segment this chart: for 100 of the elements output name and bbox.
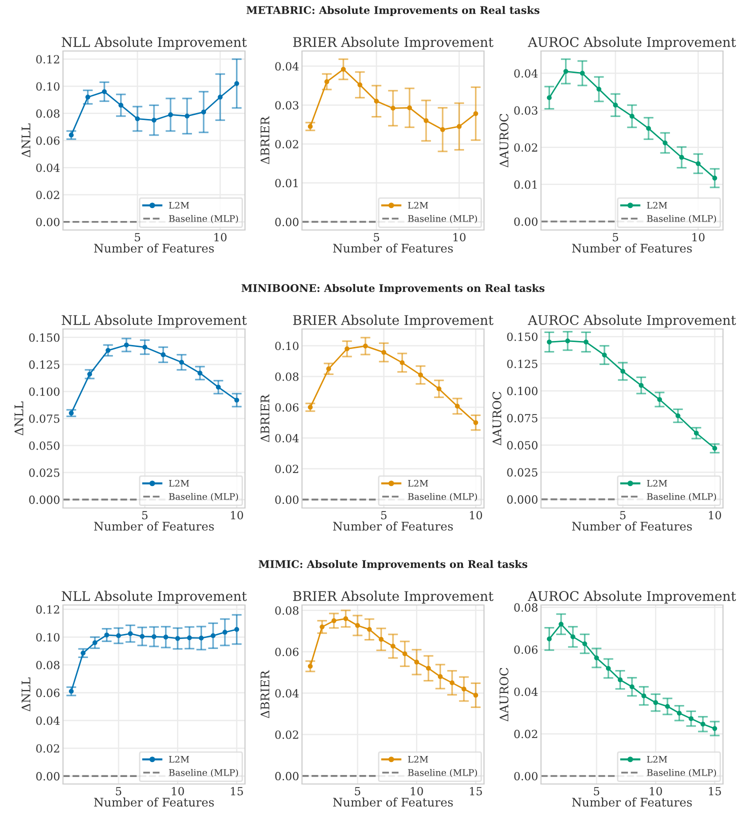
y-tick-label: 0.050 bbox=[507, 441, 538, 450]
point bbox=[696, 161, 701, 166]
x-tick-label: 15 bbox=[470, 786, 482, 796]
x-axis-title: Number of Features bbox=[572, 244, 692, 253]
point bbox=[662, 140, 668, 146]
point bbox=[454, 404, 460, 409]
point bbox=[665, 704, 670, 709]
point bbox=[210, 633, 216, 638]
y-tick-label: 0.01 bbox=[514, 180, 537, 189]
point bbox=[140, 634, 145, 639]
point bbox=[92, 640, 98, 646]
x-axis-title: Number of Features bbox=[572, 522, 692, 531]
y-tick-label: 0.02 bbox=[275, 730, 298, 739]
x-tick-label: 10 bbox=[650, 786, 662, 796]
y-axis-title: ΔNLL bbox=[22, 678, 30, 712]
x-axis-title: Number of Features bbox=[94, 522, 214, 531]
legend-label: L2M bbox=[408, 756, 428, 763]
y-tick-label: 0.06 bbox=[275, 648, 299, 656]
point bbox=[426, 666, 431, 671]
point bbox=[646, 126, 651, 131]
point bbox=[582, 641, 588, 646]
y-tick-label: 0.02 bbox=[36, 744, 60, 753]
point bbox=[402, 651, 408, 656]
chart-title: NLL Absolute Improvement bbox=[62, 36, 247, 50]
y-tick-label: 0.04 bbox=[275, 689, 299, 698]
ref-line-label: Baseline (MLP) bbox=[647, 214, 716, 224]
point bbox=[308, 664, 313, 669]
point bbox=[679, 154, 684, 160]
point bbox=[85, 94, 90, 100]
legend-label: L2M bbox=[647, 202, 668, 209]
x-tick-label: 10 bbox=[231, 510, 244, 520]
point bbox=[546, 340, 552, 344]
point bbox=[168, 112, 173, 118]
point bbox=[657, 397, 662, 402]
point bbox=[596, 86, 602, 92]
point bbox=[152, 118, 156, 123]
point bbox=[700, 722, 706, 727]
y-axis-title: ΔAUROC bbox=[499, 668, 508, 722]
point bbox=[694, 430, 699, 436]
y-tick-label: 0.025 bbox=[29, 468, 60, 477]
chart-title: BRIER Absolute Improvement bbox=[293, 36, 494, 50]
point bbox=[366, 626, 372, 632]
point bbox=[390, 106, 396, 111]
x-tick-label: 10 bbox=[709, 510, 722, 520]
point bbox=[104, 632, 110, 638]
x-tick-label: 5 bbox=[374, 233, 380, 242]
point bbox=[638, 382, 644, 388]
y-tick-label: 0.08 bbox=[514, 603, 538, 612]
point bbox=[563, 68, 568, 74]
point bbox=[602, 352, 607, 358]
x-tick-label: 10 bbox=[410, 786, 423, 796]
y-tick-label: 0.00 bbox=[275, 772, 298, 780]
y-axis-title: ΔBRIER bbox=[260, 670, 270, 718]
y-tick-label: 0.025 bbox=[507, 468, 538, 477]
point bbox=[340, 66, 346, 72]
point bbox=[179, 360, 184, 365]
chart-title: AUROC Absolute Improvement bbox=[528, 314, 736, 328]
point bbox=[324, 79, 330, 84]
point bbox=[331, 618, 336, 624]
point bbox=[216, 384, 221, 390]
x-tick-label: 10 bbox=[692, 232, 705, 242]
y-tick-label: 0.02 bbox=[514, 143, 538, 152]
y-tick-label: 0.150 bbox=[29, 333, 60, 342]
point bbox=[362, 344, 368, 348]
y-tick-label: 0.01 bbox=[275, 178, 298, 188]
point bbox=[546, 95, 552, 100]
point bbox=[594, 655, 599, 660]
point bbox=[106, 348, 110, 353]
x-tick-label: 10 bbox=[172, 786, 184, 796]
y-tick-label: 0.08 bbox=[275, 372, 298, 381]
x-tick-label: 15 bbox=[709, 786, 721, 796]
point bbox=[558, 622, 564, 627]
y-tick-label: 0.100 bbox=[29, 387, 60, 396]
point bbox=[565, 338, 570, 344]
point bbox=[456, 124, 462, 129]
chart-title: AUROC Absolute Improvement bbox=[528, 590, 736, 604]
ref-line-label: Baseline (MLP) bbox=[408, 768, 477, 778]
ref-line-label: Baseline (MLP) bbox=[647, 492, 716, 502]
point bbox=[473, 111, 478, 116]
chart-title: NLL Absolute Improvement bbox=[62, 314, 247, 328]
y-tick-label: 0.08 bbox=[36, 109, 60, 118]
point bbox=[128, 631, 133, 636]
y-tick-label: 0.00 bbox=[514, 217, 538, 226]
point bbox=[618, 677, 623, 682]
y-tick-label: 0.150 bbox=[507, 332, 538, 341]
y-tick-label: 0.00 bbox=[36, 772, 60, 780]
legend-label: L2M bbox=[169, 202, 190, 209]
x-tick-label: 5 bbox=[354, 787, 360, 796]
y-tick-label: 0.10 bbox=[36, 633, 60, 642]
x-axis-title: Number of Features bbox=[333, 244, 453, 253]
point bbox=[440, 127, 446, 132]
y-tick-label: 0.00 bbox=[514, 772, 538, 780]
x-axis-title: Number of Features bbox=[94, 244, 214, 253]
point bbox=[320, 624, 325, 630]
y-tick-label: 0.02 bbox=[275, 464, 298, 474]
legend-label: L2M bbox=[408, 202, 428, 209]
x-tick-label: 5 bbox=[594, 787, 600, 796]
point bbox=[198, 370, 202, 376]
point bbox=[676, 710, 682, 716]
x-tick-label: 15 bbox=[231, 786, 243, 796]
